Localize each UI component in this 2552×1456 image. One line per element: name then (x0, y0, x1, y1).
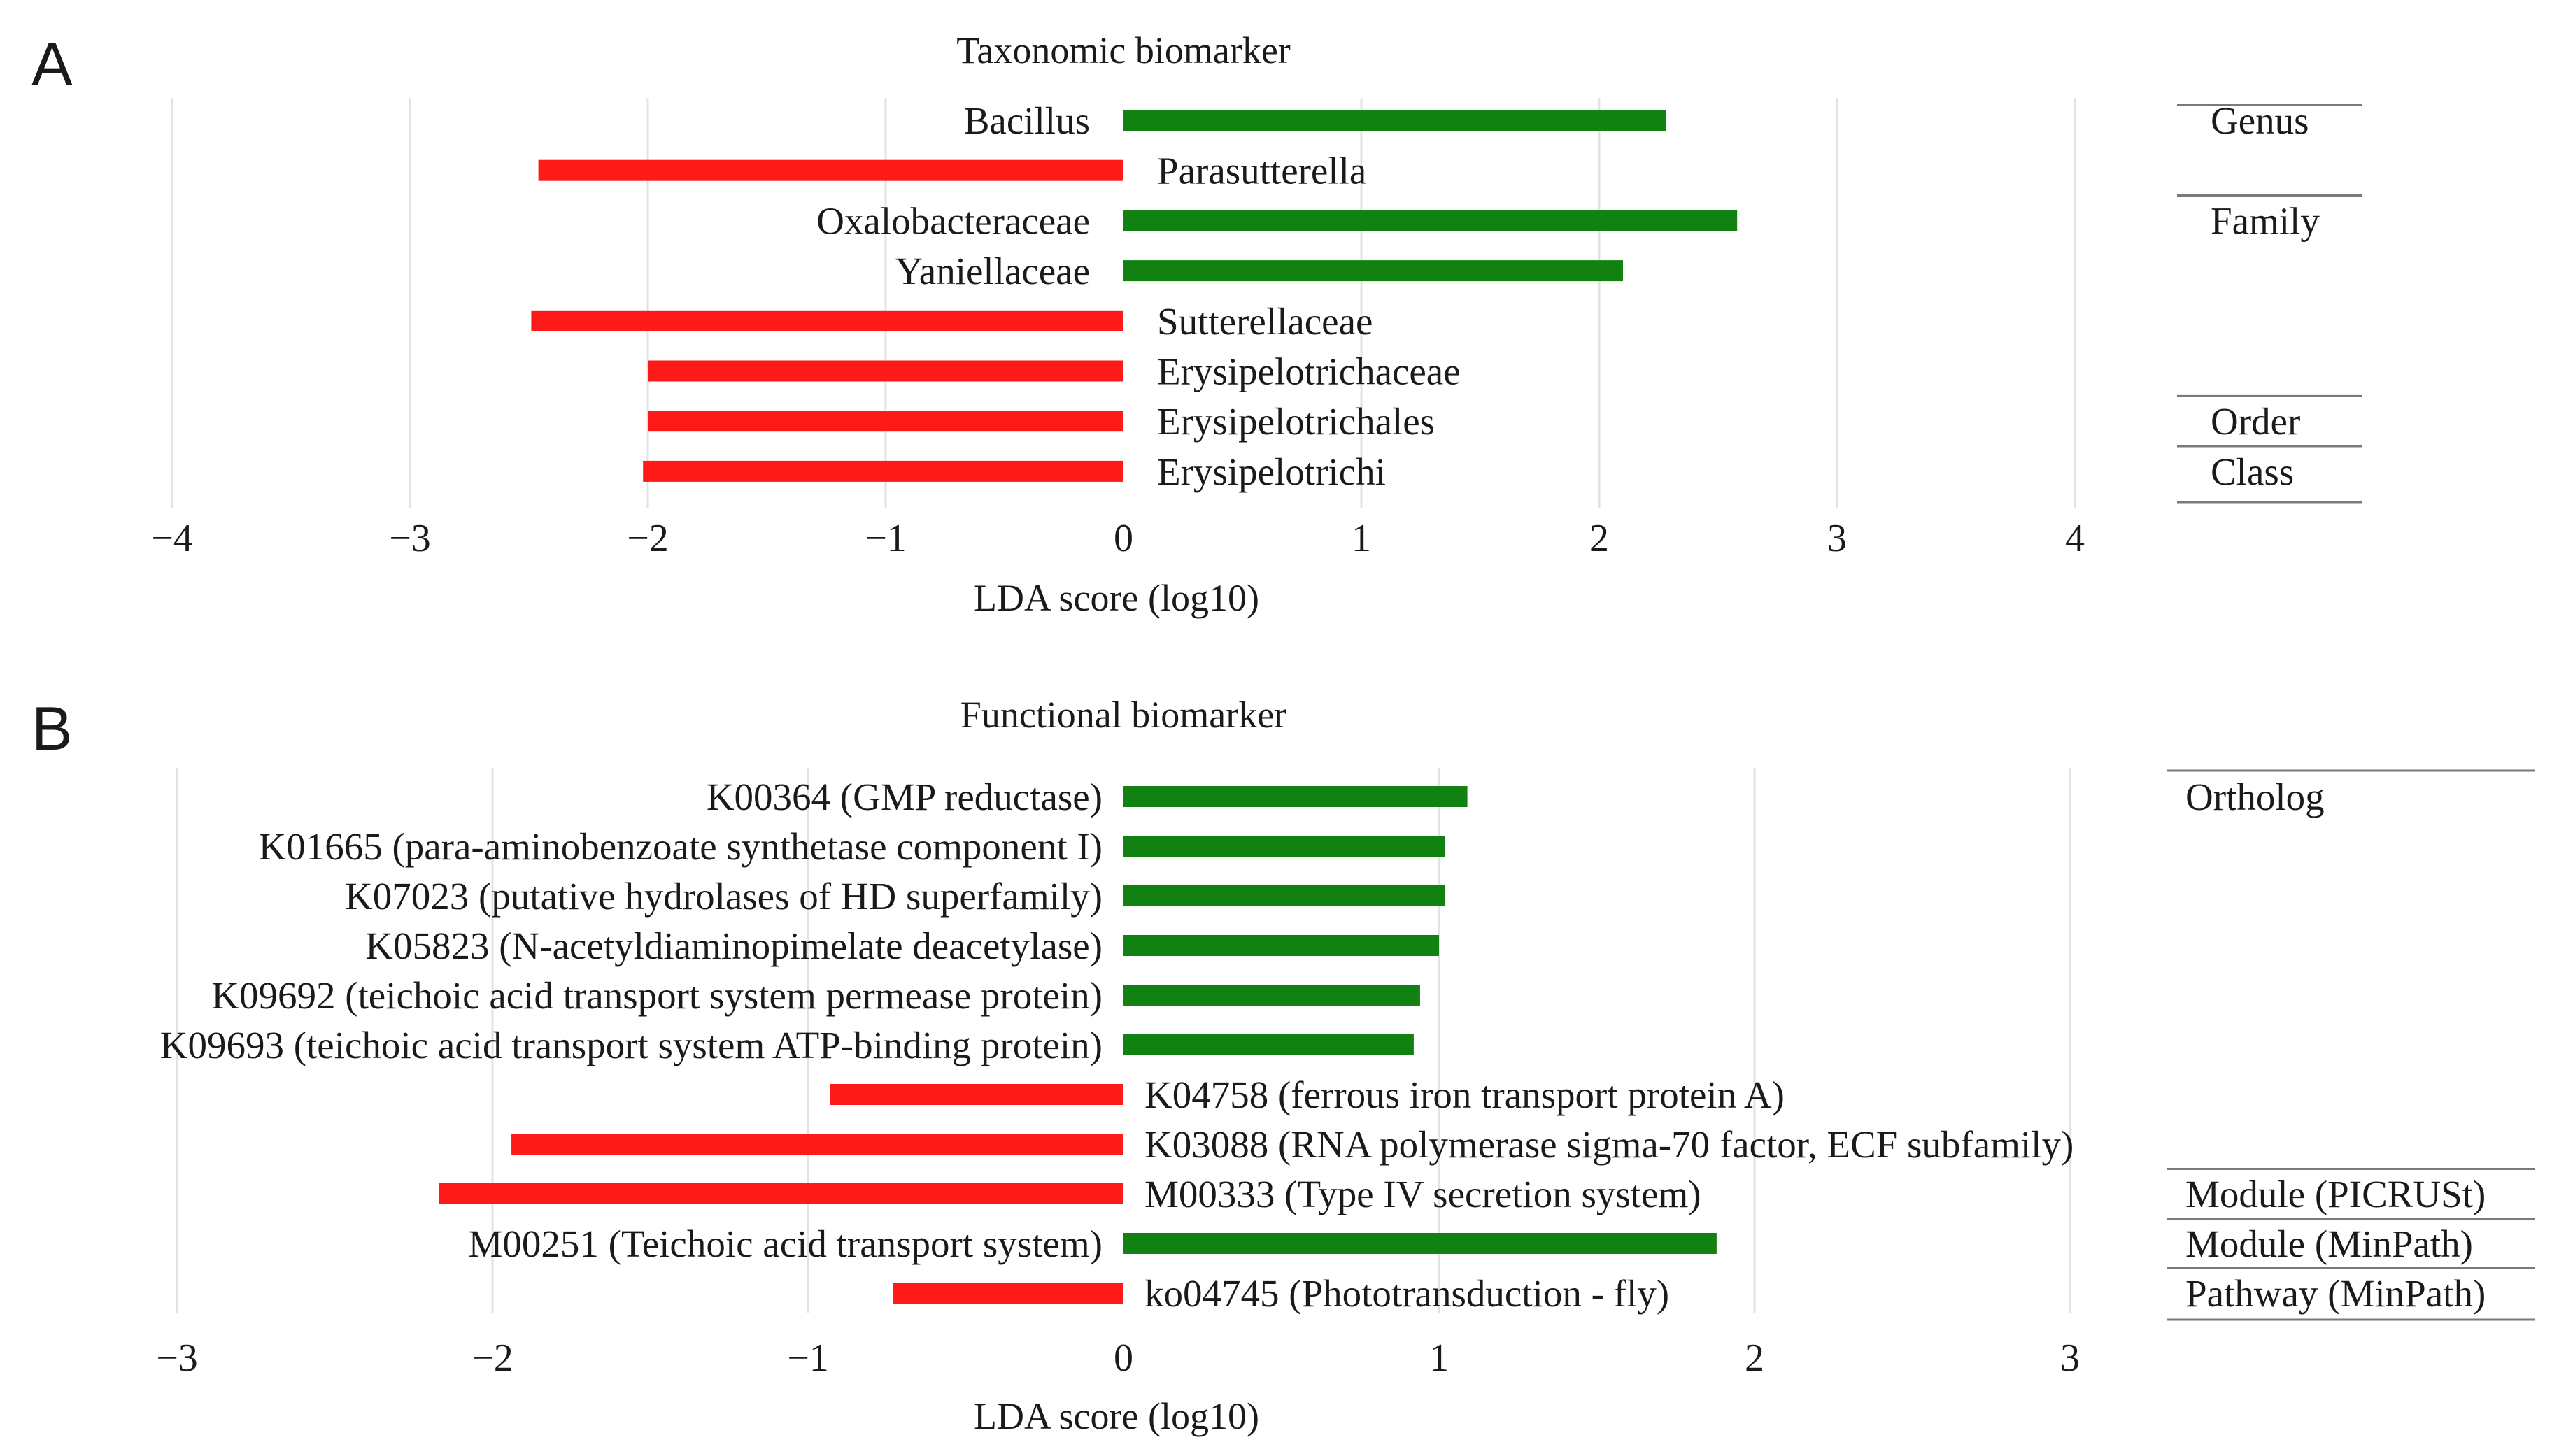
panel-a-chart: Taxonomic biomarker Bacillus Parasutterell… (151, 29, 2362, 619)
panel-a-x-axis-label: LDA score (log10) (974, 577, 1259, 619)
panel-a-group-label: Class (2211, 450, 2294, 493)
panel-b-bar-label: K03088 (RNA polymerase sigma-70 factor, … (1144, 1123, 2074, 1166)
panel-b-bar-label: K01665 (para-aminobenzoate synthetase co… (258, 825, 1103, 868)
panel-b-bar-label: K05823 (N-acetyldiaminopimelate deacetyl… (365, 925, 1103, 967)
panel-b-tick-label: 3 (2060, 1336, 2080, 1380)
panel-b-bar-label: ko04745 (Phototransduction - fly) (1144, 1272, 1669, 1315)
panel-b-tick-label: 0 (1114, 1336, 1133, 1380)
panel-b-group-label: Ortholog (2185, 776, 2325, 818)
panel-b-bar (1123, 885, 1446, 906)
panel-b-group-label: Module (MinPath) (2185, 1222, 2473, 1265)
panel-a-bar (538, 159, 1123, 181)
panel-a-bar-label: Yaniellaceae (895, 250, 1090, 292)
panel-b-bar (1123, 985, 1420, 1006)
panel-b-bar-label: K04758 (ferrous iron transport protein A… (1144, 1073, 1785, 1116)
panel-b-bar (1123, 1233, 1717, 1254)
panel-a-bar (648, 411, 1123, 432)
panel-b-bar (1123, 836, 1446, 857)
panel-b-bar-label: K09693 (teichoic acid transport system A… (160, 1024, 1103, 1066)
panel-b-bar-label: K00364 (GMP reductase) (707, 776, 1103, 818)
panel-a-group-label: Family (2211, 199, 2320, 242)
panel-b-group-label: Pathway (MinPath) (2185, 1272, 2486, 1315)
panel-b-tick-label: 1 (1429, 1336, 1449, 1380)
panel-b-chart: Functional biomarker K00364 (GMP reductas… (156, 694, 2535, 1437)
panel-b-bar-label: K07023 (putative hydrolases of HD superf… (345, 875, 1103, 918)
panel-a-title: Taxonomic biomarker (956, 29, 1291, 71)
panel-b-group-label: Module (PICRUSt) (2185, 1173, 2486, 1215)
panel-b-tick-label: −3 (156, 1336, 198, 1380)
panel-a-tick-label: −4 (151, 517, 193, 560)
panel-a-bar (1123, 210, 1738, 231)
panel-a-tick-label: −1 (865, 517, 907, 560)
panel-a-group-label: Order (2211, 400, 2300, 443)
panel-b-tick-label: 2 (1745, 1336, 1764, 1380)
panel-a-bar-label: Oxalobacteraceae (816, 199, 1090, 242)
panel-a-bar-label: Erysipelotrichales (1157, 400, 1435, 443)
panel-a-bar (648, 360, 1123, 382)
panel-a-bar-label: Bacillus (964, 99, 1090, 142)
panel-b-bar-label: K09692 (teichoic acid transport system p… (211, 974, 1103, 1017)
panel-b-bar (1123, 1034, 1414, 1055)
panel-a-tick-label: 1 (1352, 517, 1371, 560)
panel-a-bar-label: Erysipelotrichaceae (1157, 350, 1461, 393)
panel-a-tick-label: 2 (1589, 517, 1609, 560)
panel-b-tick-label: −1 (787, 1336, 829, 1380)
panel-a-group-label: Genus (2211, 99, 2309, 142)
panel-b-tick-label: −2 (472, 1336, 513, 1380)
panel-a-letter: A (31, 29, 73, 99)
panel-b-bar-label: M00251 (Teichoic acid transport system) (469, 1222, 1103, 1265)
panel-a-tick-label: −2 (627, 517, 669, 560)
panel-b-title: Functional biomarker (960, 694, 1286, 736)
panel-a-bar-label: Erysipelotrichi (1157, 450, 1386, 493)
panel-b-bar (1123, 786, 1468, 807)
panel-a-tick-label: 3 (1827, 517, 1847, 560)
panel-b-bar (511, 1134, 1123, 1155)
panel-b-bar-label: M00333 (Type IV secretion system) (1144, 1173, 1701, 1215)
panel-a-bar (1123, 260, 1623, 282)
panel-b-bar (893, 1283, 1123, 1304)
panel-b-bar (1123, 935, 1439, 956)
panel-a-bar-label: Parasutterella (1157, 150, 1366, 192)
panel-a-bar (643, 460, 1123, 482)
panel-a-tick-label: 0 (1114, 517, 1133, 560)
panel-a-bar-label: Sutterellaceae (1157, 300, 1373, 343)
panel-a-tick-label: −3 (389, 517, 431, 560)
panel-a-bar (1123, 110, 1666, 131)
panel-b-x-axis-label: LDA score (log10) (974, 1395, 1259, 1437)
panel-b-bar (439, 1183, 1123, 1204)
panel-a-bar (531, 310, 1123, 331)
panel-b-bar (830, 1084, 1123, 1105)
panel-b-letter: B (31, 694, 73, 763)
panel-a-tick-label: 4 (2065, 517, 2085, 560)
